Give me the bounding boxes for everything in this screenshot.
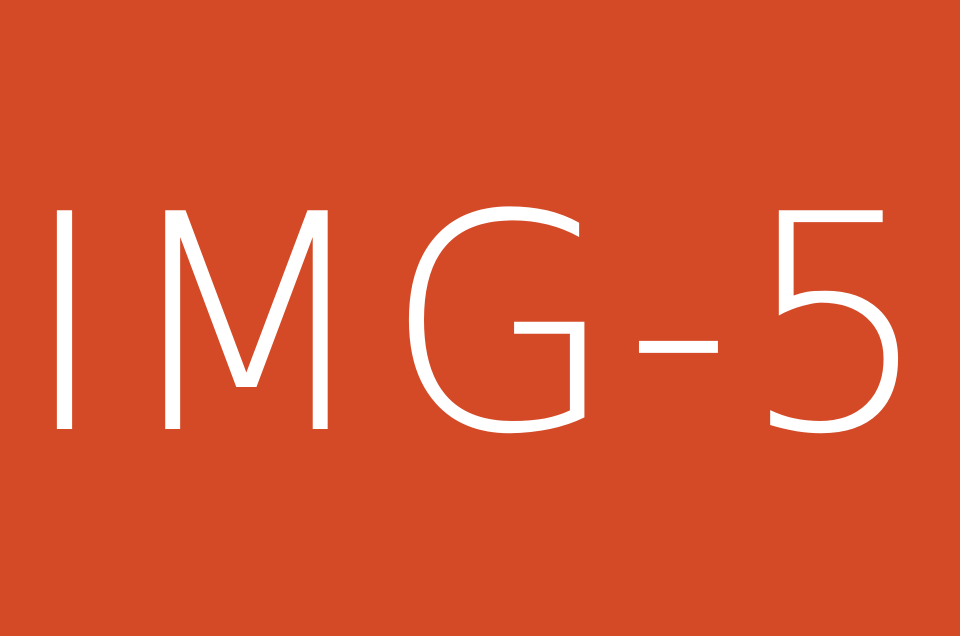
image-label: IMG-5 (20, 151, 940, 500)
